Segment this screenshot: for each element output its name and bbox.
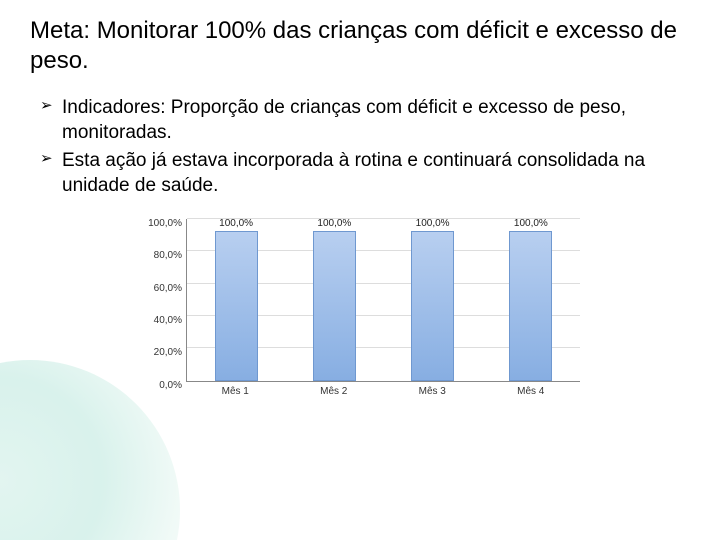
- bar-value-label: 100,0%: [219, 218, 253, 229]
- bullet-item: Esta ação já estava incorporada à rotina…: [40, 149, 690, 198]
- bar: [215, 231, 258, 381]
- bullet-item: Indicadores: Proporção de crianças com d…: [40, 96, 690, 145]
- bar-column: 100,0%: [492, 218, 571, 381]
- plot-area: 100,0% 100,0% 100,0% 100,0%: [186, 219, 580, 382]
- bar-value-label: 100,0%: [317, 218, 351, 229]
- bar-value-label: 100,0%: [514, 218, 548, 229]
- bar: [411, 231, 454, 381]
- bar-chart: 100,0%80,0%60,0%40,0%20,0%0,0% 100,0%100…: [140, 219, 580, 397]
- bar: [509, 231, 552, 381]
- bullet-list: Indicadores: Proporção de crianças com d…: [30, 96, 690, 199]
- bar: [313, 231, 356, 381]
- bar-column: 100,0%: [295, 218, 374, 381]
- x-tick-label: Mês 3: [383, 382, 482, 397]
- chart-container: 100,0%80,0%60,0%40,0%20,0%0,0% 100,0%100…: [140, 219, 580, 397]
- bar-column: 100,0%: [393, 218, 472, 381]
- x-axis: Mês 1Mês 2Mês 3Mês 4: [186, 382, 580, 397]
- x-tick-label: Mês 2: [285, 382, 384, 397]
- bar-column: 100,0%: [197, 218, 276, 381]
- slide-content: Meta: Monitorar 100% das crianças com dé…: [0, 0, 720, 540]
- bar-value-label: 100,0%: [416, 218, 450, 229]
- slide-title: Meta: Monitorar 100% das crianças com dé…: [30, 16, 690, 76]
- x-tick-label: Mês 1: [186, 382, 285, 397]
- x-tick-label: Mês 4: [482, 382, 581, 397]
- y-axis: 100,0%80,0%60,0%40,0%20,0%0,0%: [140, 219, 186, 381]
